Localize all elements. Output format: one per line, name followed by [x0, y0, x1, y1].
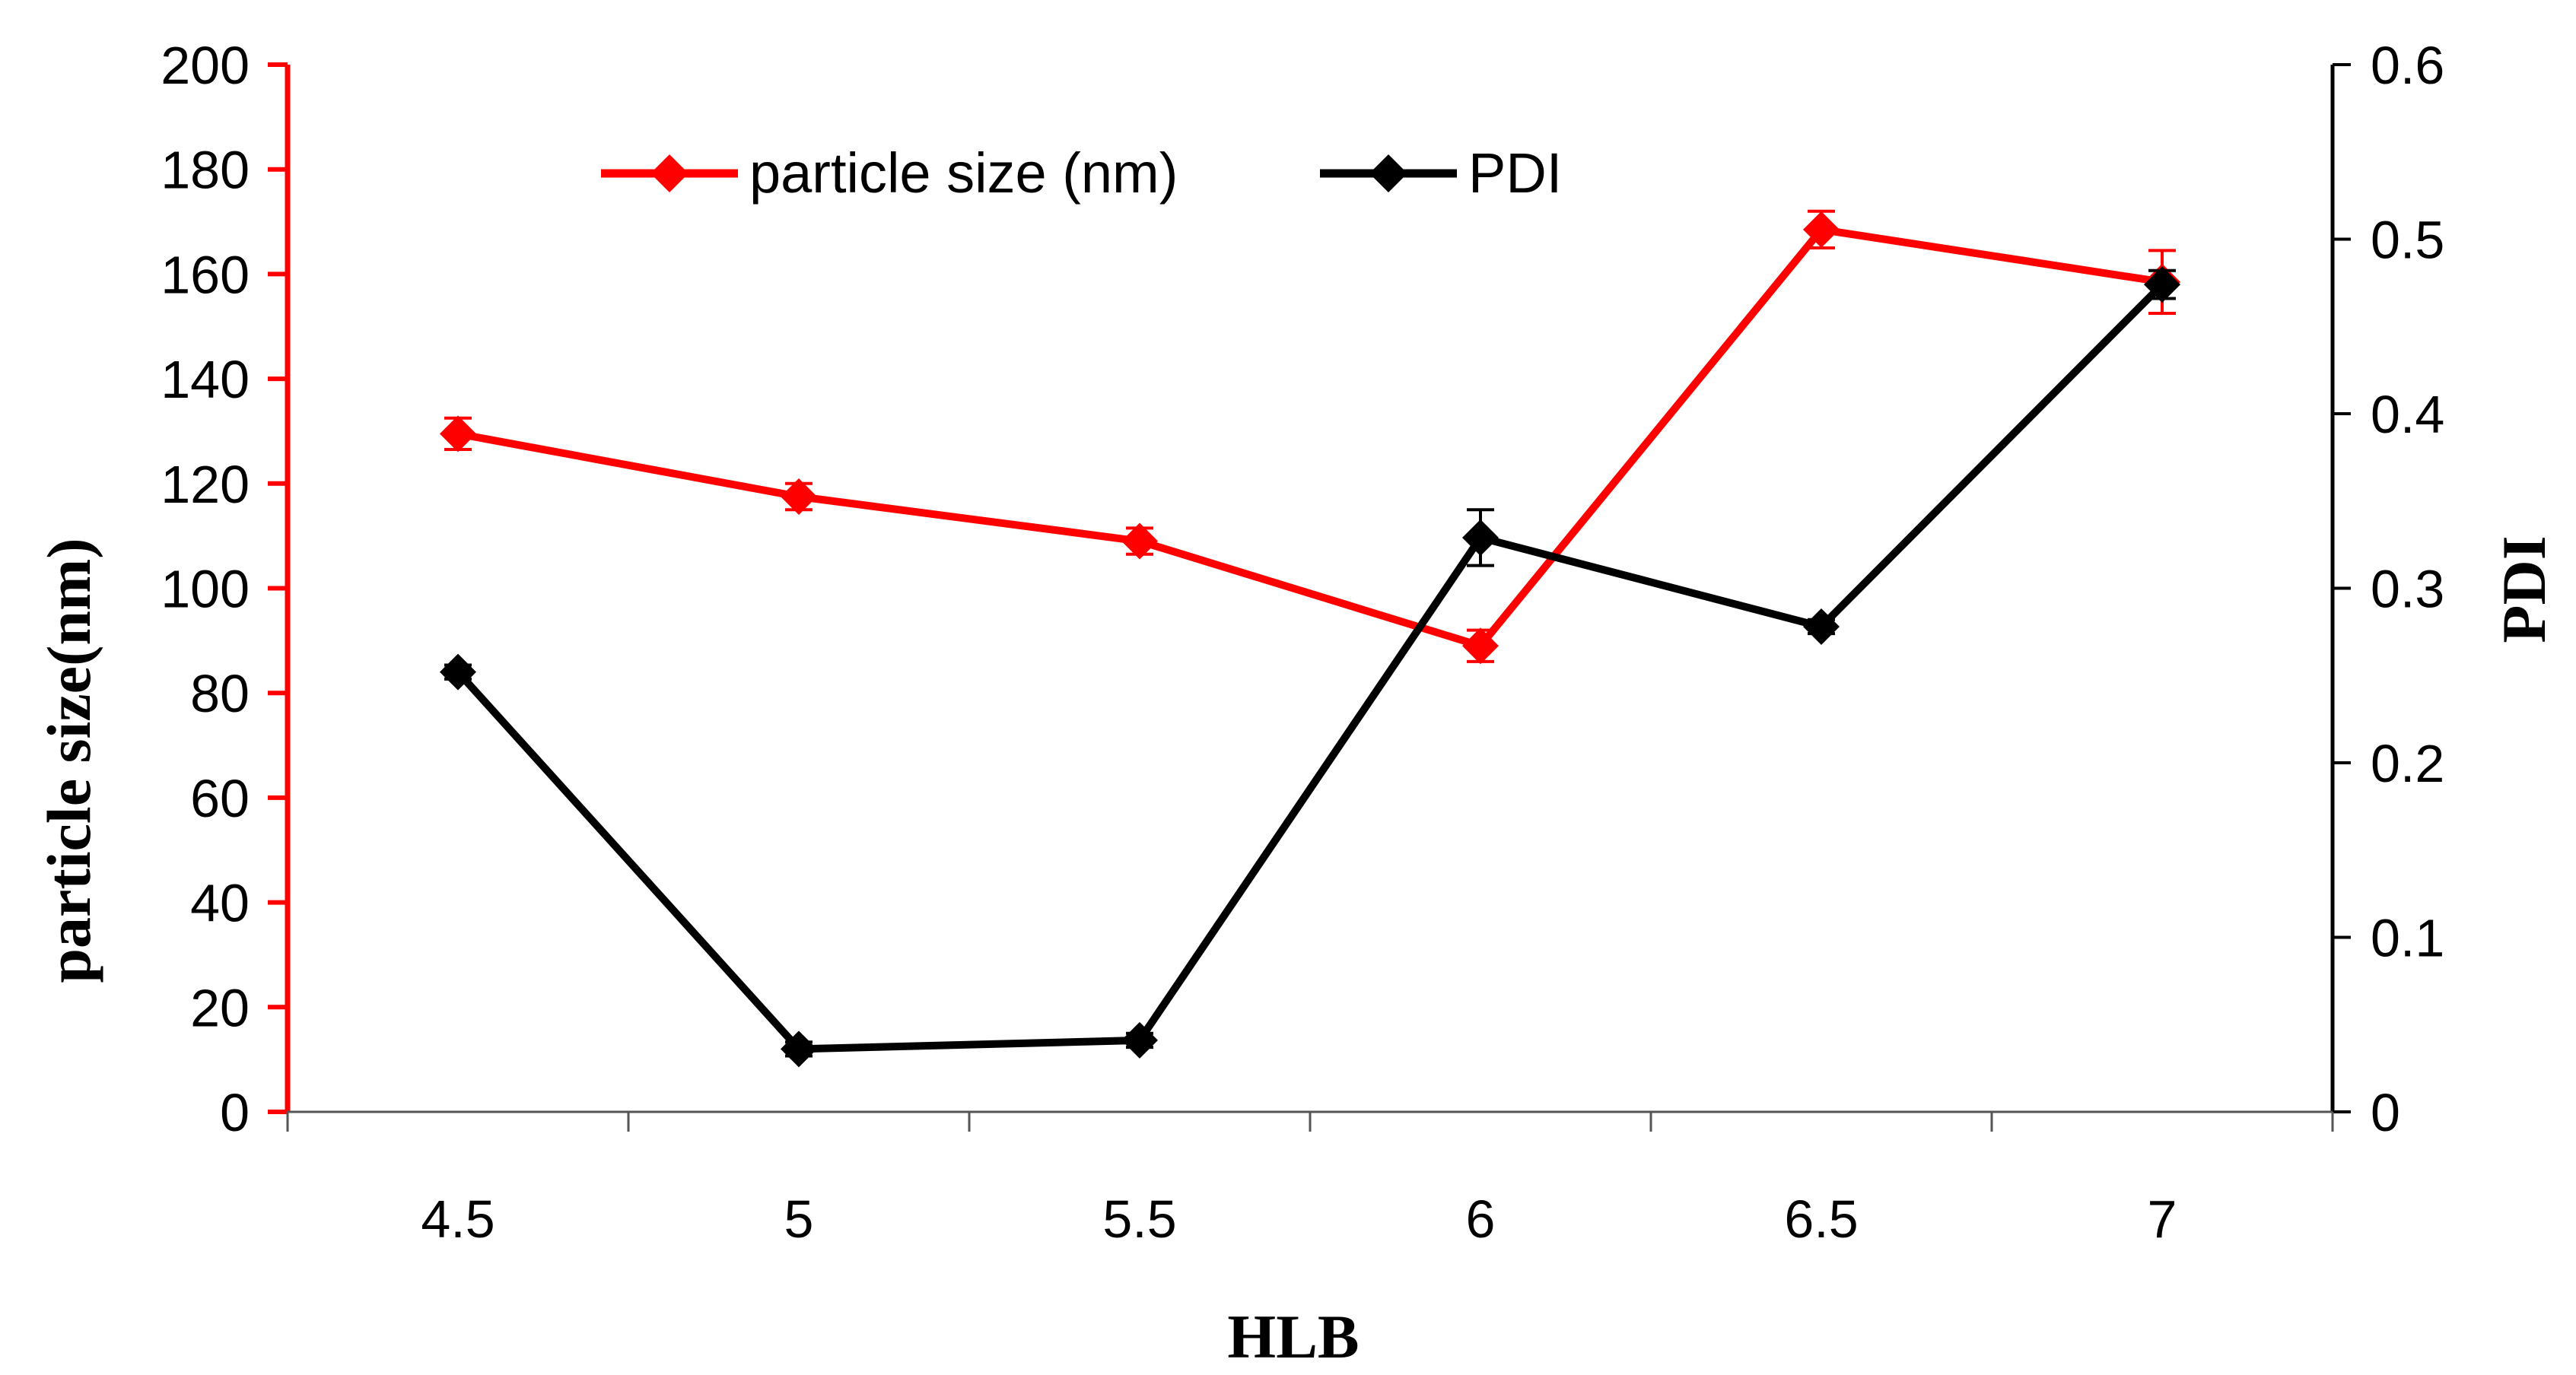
y-left-tick-label: 60 [190, 769, 250, 828]
series-line [455, 281, 2165, 1053]
y-right-tick-label: 0.2 [2371, 734, 2444, 793]
x-tick-label: 4.5 [421, 1189, 495, 1249]
legend: particle size (nm) PDI [601, 141, 1562, 205]
x-axis-title: HLB [1227, 1302, 1359, 1371]
y-right-tick-label: 0 [2371, 1083, 2400, 1142]
data-point-marker [1803, 608, 1840, 645]
x-tick-label: 5 [784, 1189, 814, 1249]
y-axis-left-title: particle size(nm) [34, 538, 103, 983]
data-point-marker [440, 653, 476, 691]
data-point-marker [1462, 519, 1499, 556]
y-axis-right-title: PDI [2489, 535, 2559, 643]
y-left-tick-label: 200 [161, 36, 250, 95]
legend-marker-particle-size [650, 154, 689, 192]
y-left-tick-label: 80 [190, 664, 250, 723]
y-left-tick-label: 0 [220, 1083, 250, 1142]
data-point-marker [440, 415, 476, 453]
y-left-tick-label: 20 [190, 978, 250, 1037]
data-point-marker [1121, 522, 1158, 560]
x-tick-label: 6 [1466, 1189, 1496, 1249]
y-right-tick-label: 0.4 [2371, 385, 2444, 444]
series-particle-size [440, 209, 2180, 665]
y-right-tick-label: 0.5 [2371, 211, 2444, 270]
x-tick-label: 7 [2148, 1189, 2177, 1249]
y-left-tick-label: 180 [161, 141, 250, 200]
series-layer [440, 209, 2180, 1068]
series-line [457, 225, 2163, 650]
y-left-tick-label: 40 [190, 874, 250, 933]
y-left-tick-label: 140 [161, 350, 250, 409]
data-point-marker [2144, 266, 2180, 303]
y-left-tick-label: 100 [161, 560, 250, 619]
x-tick-label: 5.5 [1102, 1189, 1176, 1249]
data-point-marker [1462, 627, 1499, 665]
axes [268, 62, 2351, 1132]
y-left-tick-label: 160 [161, 245, 250, 304]
tick-labels: 0 20 40 60 80 100 120 140 160 180 200 0 0.1 0.2 0.3 0.4… [161, 36, 2444, 1249]
y-right-tick-label: 0.3 [2371, 560, 2444, 619]
data-point-marker [781, 478, 817, 516]
legend-label-pdi: PDI [1468, 141, 1562, 205]
data-point-marker [781, 1030, 817, 1068]
data-point-marker [1803, 211, 1840, 248]
series-pdi [440, 266, 2180, 1068]
y-right-tick-label: 0.1 [2371, 909, 2444, 968]
legend-marker-pdi [1369, 154, 1407, 192]
y-left-tick-label: 120 [161, 455, 250, 514]
y-right-tick-label: 0.6 [2371, 36, 2444, 95]
data-point-marker [1121, 1021, 1158, 1059]
x-tick-label: 6.5 [1784, 1189, 1858, 1249]
legend-label-particle-size: particle size (nm) [749, 141, 1178, 205]
